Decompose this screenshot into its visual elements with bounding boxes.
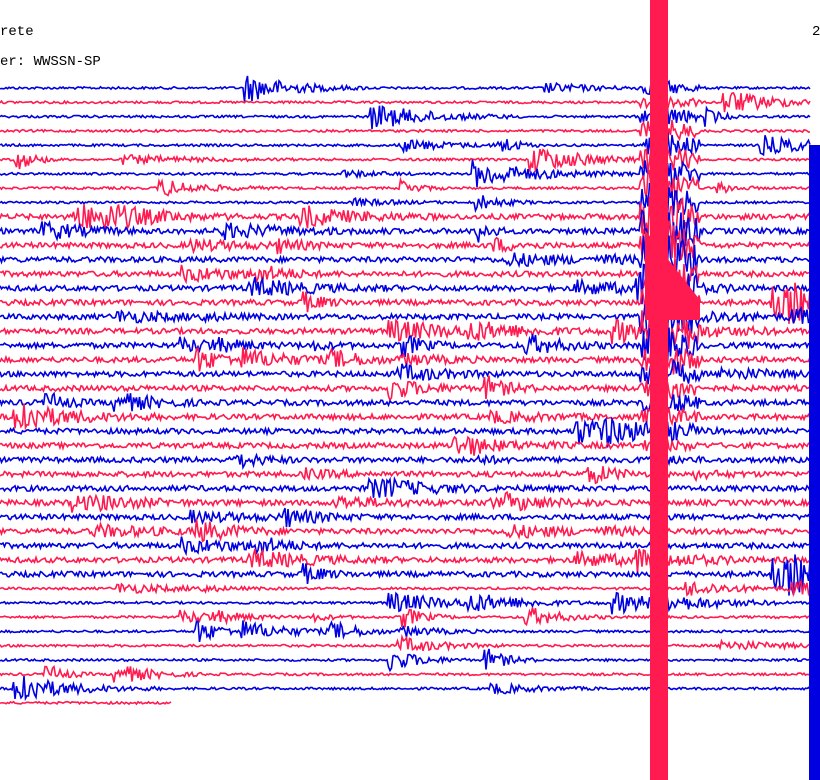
trace	[0, 590, 811, 616]
trace	[0, 579, 811, 598]
trace	[0, 547, 811, 574]
trace	[0, 416, 811, 448]
trace	[0, 132, 811, 159]
trace	[0, 105, 811, 130]
trace	[0, 490, 811, 513]
corner-label: 2	[812, 24, 820, 40]
filter-label: er: WWSSN-SP	[0, 54, 101, 70]
trace	[0, 403, 811, 431]
event-band	[809, 145, 820, 780]
event-band	[650, 0, 668, 780]
trace	[0, 156, 811, 191]
trace	[0, 299, 811, 362]
trace	[0, 182, 811, 223]
trace	[0, 375, 811, 403]
trace	[0, 343, 811, 375]
trace	[0, 648, 811, 673]
trace	[0, 633, 811, 653]
trace	[0, 620, 811, 642]
station-label: rete	[0, 24, 34, 40]
trace	[0, 358, 811, 385]
trace	[0, 92, 811, 113]
trace	[0, 248, 811, 301]
trace	[0, 536, 811, 557]
trace	[0, 391, 811, 415]
trace	[0, 507, 811, 528]
trace	[0, 75, 811, 102]
trace	[0, 466, 811, 485]
trace	[0, 142, 811, 176]
trace	[0, 452, 811, 471]
trace	[0, 117, 811, 144]
trace	[0, 219, 811, 277]
event-swell	[645, 230, 700, 320]
trace	[0, 435, 811, 456]
trace	[0, 554, 811, 596]
trace	[0, 676, 811, 702]
trace	[0, 665, 811, 683]
trace	[0, 475, 811, 498]
trace	[0, 700, 172, 706]
trace	[0, 607, 811, 628]
trace	[0, 518, 811, 543]
